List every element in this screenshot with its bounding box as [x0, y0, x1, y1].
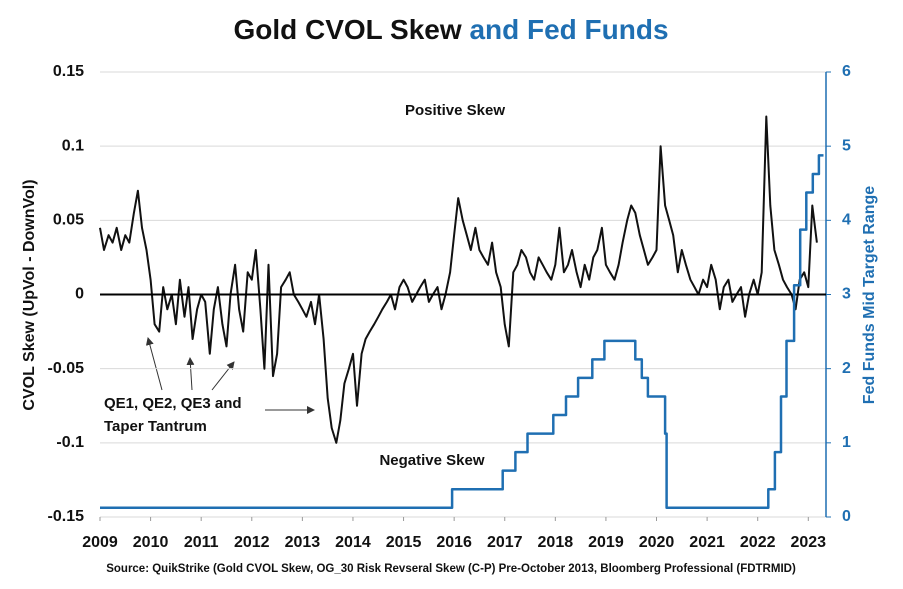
y-tick-label: 0.1	[62, 137, 84, 154]
y-tick-label: -0.1	[56, 434, 84, 451]
source-note: Source: QuikStrike (Gold CVOL Skew, OG_3…	[106, 563, 796, 575]
y2-tick-label: 6	[842, 63, 851, 80]
y-tick-label: -0.15	[48, 508, 85, 525]
x-tick-label: 2014	[335, 534, 371, 551]
title-main: Gold CVOL Skew	[233, 14, 461, 45]
x-tick-label: 2011	[184, 534, 219, 551]
y2-tick-label: 4	[842, 212, 851, 229]
annotation: Positive Skew	[405, 102, 505, 119]
y-tick-label: 0.05	[53, 212, 84, 229]
annotation: QE1, QE2, QE3 and	[104, 395, 242, 412]
y2-tick-label: 3	[842, 286, 851, 303]
x-tick-label: 2012	[234, 534, 270, 551]
y-tick-label: 0.15	[53, 63, 84, 80]
y-tick-label: 0	[75, 286, 84, 303]
y-tick-label: -0.05	[48, 360, 85, 377]
annotation: Negative Skew	[379, 452, 484, 469]
annotation: Taper Tantrum	[104, 418, 207, 435]
x-tick-label: 2016	[436, 534, 472, 551]
x-tick-label: 2015	[386, 534, 422, 551]
y2-tick-label: 1	[842, 434, 851, 451]
x-tick-label: 2018	[538, 534, 574, 551]
y2-tick-label: 5	[842, 137, 851, 154]
x-tick-label: 2017	[487, 534, 523, 551]
y2-tick-label: 0	[842, 508, 851, 525]
x-tick-label: 2019	[588, 534, 624, 551]
series-line	[100, 154, 824, 509]
y2-axis-label: Fed Funds Mid Target Range	[861, 186, 878, 404]
annotation-arrows	[145, 337, 315, 414]
y-axis-label: CVOL Skew (UpVol - DownVol)	[21, 179, 38, 410]
x-tick-label: 2009	[82, 534, 118, 551]
x-tick-label: 2023	[790, 534, 826, 551]
x-tick-label: 2010	[133, 534, 169, 551]
title-highlight: and Fed Funds	[469, 14, 668, 45]
x-tick-label: 2020	[639, 534, 675, 551]
series-line	[99, 115, 818, 444]
y2-tick-label: 2	[842, 360, 851, 377]
x-tick-label: 2013	[285, 534, 321, 551]
chart-title: Gold CVOL Skew and Fed Funds	[233, 14, 668, 45]
x-tick-label: 2022	[740, 534, 776, 551]
x-tick-label: 2021	[689, 534, 725, 551]
